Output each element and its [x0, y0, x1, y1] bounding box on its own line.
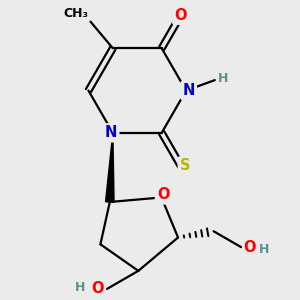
Text: O: O [244, 240, 256, 255]
Text: O: O [91, 281, 104, 296]
Text: S: S [180, 158, 190, 173]
Text: N: N [105, 125, 117, 140]
Text: H: H [218, 72, 229, 85]
Text: H: H [259, 243, 269, 256]
Text: O: O [157, 188, 169, 202]
Text: O: O [174, 8, 187, 23]
Text: H: H [75, 281, 85, 294]
Text: N: N [182, 83, 195, 98]
Text: CH₃: CH₃ [63, 7, 88, 20]
Polygon shape [106, 133, 114, 202]
